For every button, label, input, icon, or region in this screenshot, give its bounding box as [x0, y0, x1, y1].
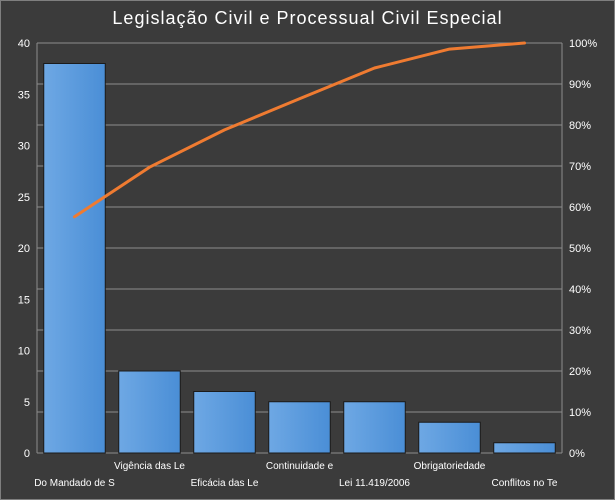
- left-axis-tick-label: 15: [18, 294, 30, 306]
- left-axis-tick-label: 35: [18, 89, 30, 101]
- left-axis-tick-label: 25: [18, 192, 30, 204]
- right-axis-tick-label: 20%: [569, 366, 591, 378]
- category-label: Eficácia das Le: [191, 478, 259, 489]
- right-axis-tick-label: 60%: [569, 202, 591, 214]
- bar-2: [118, 370, 181, 454]
- bar-5: [343, 401, 406, 454]
- left-axis-tick-label: 30: [18, 141, 30, 153]
- left-axis-tick-label: 0: [24, 448, 30, 460]
- left-axis-tick-label: 10: [18, 346, 30, 358]
- category-label: Do Mandado de S: [34, 478, 115, 489]
- right-axis-tick-label: 100%: [569, 38, 597, 50]
- right-axis-tick-label: 80%: [569, 120, 591, 132]
- right-axis-tick-label: 90%: [569, 79, 591, 91]
- left-axis-tick-label: 20: [18, 243, 30, 255]
- bar-1: [43, 63, 106, 454]
- right-axis-tick-label: 70%: [569, 161, 591, 173]
- right-axis-tick-label: 0%: [569, 448, 585, 460]
- category-label: Conflitos no Te: [492, 478, 558, 489]
- right-axis-tick-label: 10%: [569, 407, 591, 419]
- category-label: Obrigatoriedade: [414, 461, 486, 472]
- category-label: Lei 11.419/2006: [339, 478, 410, 489]
- bar-6: [418, 421, 481, 454]
- bar-3: [193, 391, 256, 454]
- bar-7: [493, 442, 556, 454]
- left-axis-tick-label: 40: [18, 38, 30, 50]
- left-axis-tick-label: 5: [24, 397, 30, 409]
- right-axis-tick-label: 50%: [569, 243, 591, 255]
- chart-title: Legislação Civil e Processual Civil Espe…: [112, 8, 503, 28]
- category-label: Vigência das Le: [114, 461, 185, 472]
- bar-4: [268, 401, 331, 454]
- right-axis-tick-label: 40%: [569, 284, 591, 296]
- right-axis-tick-label: 30%: [569, 325, 591, 337]
- category-label: Continuidade e: [266, 461, 334, 472]
- cumulative-line: [73, 41, 526, 219]
